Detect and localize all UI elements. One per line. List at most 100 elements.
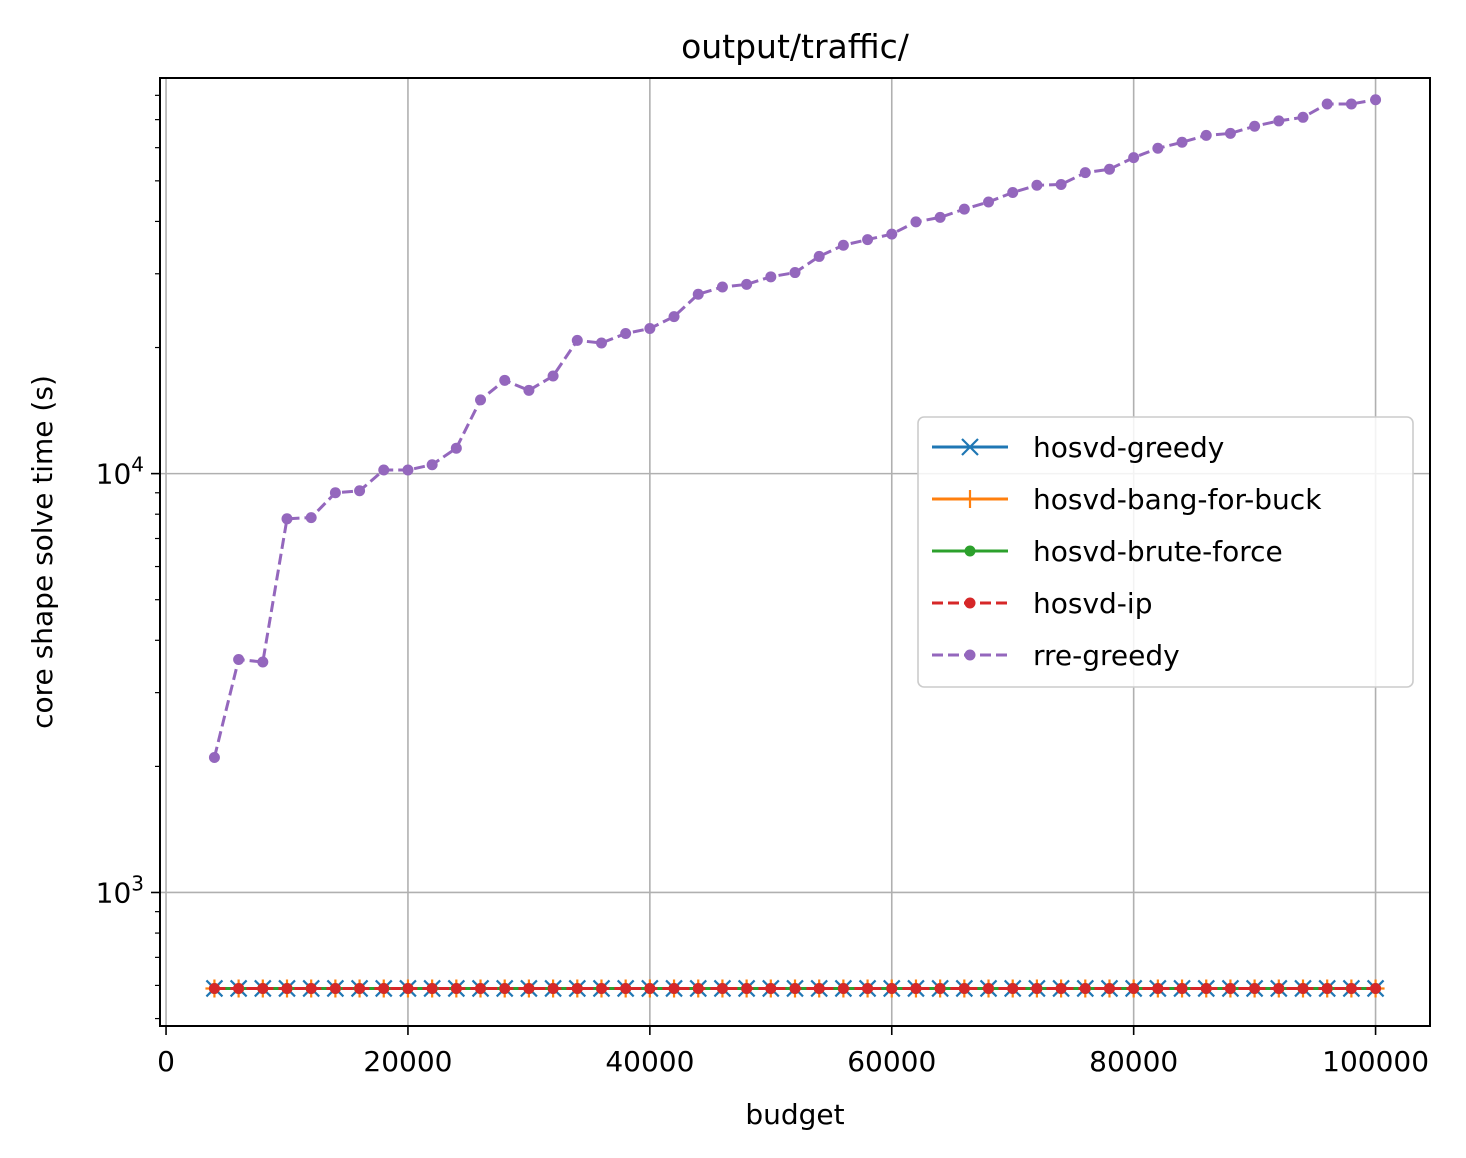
plot-frame <box>159 77 1431 1027</box>
data-point <box>1200 982 1212 994</box>
data-point <box>716 982 728 994</box>
legend-label: hosvd-bang-for-buck <box>1033 483 1322 516</box>
data-point <box>571 334 583 346</box>
data-point <box>547 370 559 382</box>
data-point <box>716 281 728 293</box>
axis-ticks: 0 20000 40000 60000 80000 100000 103 104 <box>96 94 1429 1078</box>
data-point <box>644 982 656 994</box>
data-point <box>1321 98 1333 110</box>
series-rre-greedy <box>208 94 1382 764</box>
legend-entry: hosvd-bang-for-buck <box>932 483 1322 516</box>
data-point <box>1176 136 1188 148</box>
data-point <box>837 982 849 994</box>
data-point <box>958 982 970 994</box>
legend-marker <box>964 597 976 609</box>
data-point <box>208 752 220 764</box>
data-point <box>1249 982 1261 994</box>
data-point <box>620 982 632 994</box>
data-point <box>329 487 341 499</box>
legend-marker <box>964 649 976 661</box>
data-point <box>1249 120 1261 132</box>
data-point <box>789 267 801 279</box>
data-point <box>402 982 414 994</box>
data-point <box>1200 129 1212 141</box>
data-point <box>499 374 511 386</box>
data-point <box>1224 127 1236 139</box>
data-point <box>426 459 438 471</box>
data-point <box>862 234 874 246</box>
data-point <box>257 982 269 994</box>
data-point <box>910 216 922 228</box>
data-point <box>354 982 366 994</box>
data-point <box>281 513 293 525</box>
data-point <box>499 982 511 994</box>
data-point <box>910 982 922 994</box>
data-point <box>741 982 753 994</box>
data-point <box>1152 982 1164 994</box>
data-point <box>1176 982 1188 994</box>
data-point <box>1321 982 1333 994</box>
y-tick-label: 104 <box>96 453 144 491</box>
data-point <box>741 278 753 290</box>
legend-label: rre-greedy <box>1033 639 1180 672</box>
legend-marker <box>961 490 979 508</box>
data-point <box>1152 142 1164 154</box>
data-point <box>886 982 898 994</box>
x-tick-label: 0 <box>157 1045 175 1078</box>
y-tick-label: 103 <box>96 871 144 909</box>
data-point <box>983 196 995 208</box>
x-tick-label: 60000 <box>847 1045 936 1078</box>
data-point <box>1345 98 1357 110</box>
data-point <box>571 982 583 994</box>
data-point <box>378 982 390 994</box>
data-point <box>1370 982 1382 994</box>
data-point <box>257 656 269 668</box>
data-point <box>886 228 898 240</box>
data-point <box>305 512 317 524</box>
data-point <box>1007 186 1019 198</box>
data-point <box>378 464 390 476</box>
legend-label: hosvd-brute-force <box>1033 535 1283 568</box>
data-point <box>523 384 535 396</box>
legend-entry: rre-greedy <box>932 639 1180 672</box>
data-point <box>789 982 801 994</box>
data-point <box>765 271 777 283</box>
data-point <box>1103 163 1115 175</box>
data-point <box>620 328 632 340</box>
data-point <box>595 982 607 994</box>
data-point <box>934 211 946 223</box>
data-point <box>475 982 487 994</box>
x-tick-label: 40000 <box>605 1045 694 1078</box>
data-point <box>862 982 874 994</box>
data-point <box>765 982 777 994</box>
data-point <box>208 982 220 994</box>
data-point <box>233 982 245 994</box>
data-point <box>450 982 462 994</box>
data-point <box>354 485 366 497</box>
data-point <box>233 653 245 665</box>
legend-entry: hosvd-brute-force <box>932 535 1283 568</box>
x-tick-label: 20000 <box>363 1045 452 1078</box>
legend-marker <box>961 438 979 456</box>
legend-label: hosvd-greedy <box>1033 431 1224 464</box>
data-point <box>934 982 946 994</box>
data-point <box>958 203 970 215</box>
legend-marker <box>964 545 976 557</box>
data-point <box>547 982 559 994</box>
series <box>205 94 1385 998</box>
data-point <box>1345 982 1357 994</box>
data-point <box>595 337 607 349</box>
data-point <box>1079 167 1091 179</box>
data-point <box>1297 982 1309 994</box>
data-point <box>1055 179 1067 191</box>
data-point <box>1128 982 1140 994</box>
data-point <box>523 982 535 994</box>
data-point <box>1273 982 1285 994</box>
data-point <box>837 239 849 251</box>
data-point <box>281 982 293 994</box>
data-point <box>983 982 995 994</box>
data-point <box>305 982 317 994</box>
data-point <box>426 982 438 994</box>
legend-box <box>917 416 1414 688</box>
data-point <box>1031 982 1043 994</box>
